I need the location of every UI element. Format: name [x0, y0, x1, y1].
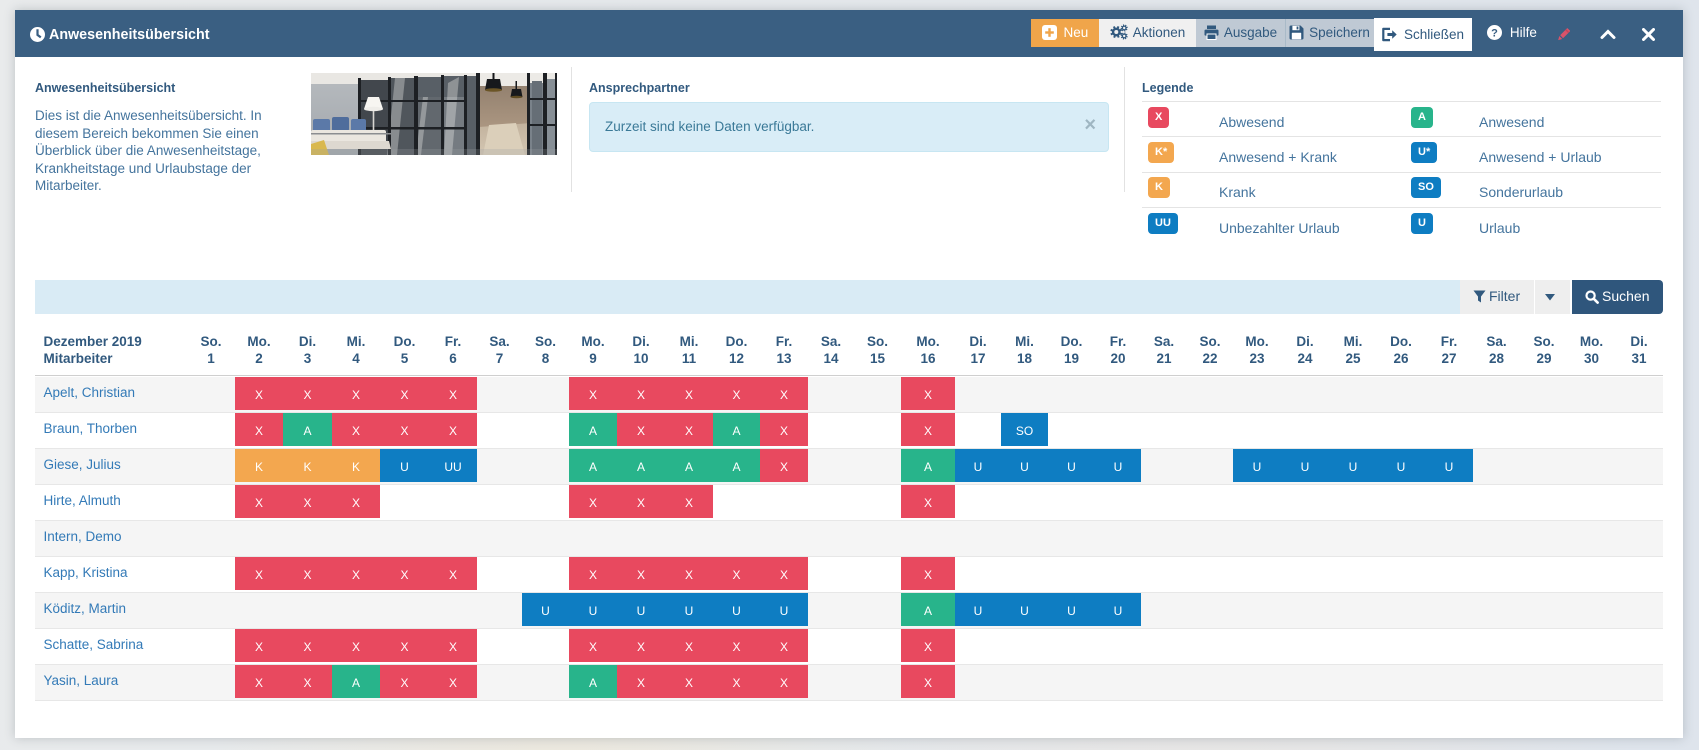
svg-text:?: ? [1491, 27, 1498, 39]
